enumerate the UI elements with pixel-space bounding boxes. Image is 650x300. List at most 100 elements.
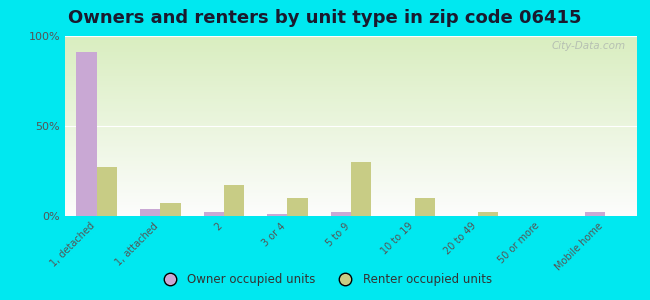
Bar bbox=[65, 165, 637, 166]
Bar bbox=[65, 175, 637, 176]
Bar bbox=[65, 140, 637, 141]
Bar bbox=[65, 147, 637, 148]
Bar bbox=[65, 88, 637, 89]
Bar bbox=[585, 212, 605, 216]
Bar bbox=[65, 212, 637, 213]
Bar bbox=[65, 99, 637, 100]
Bar bbox=[65, 124, 637, 125]
Bar bbox=[65, 42, 637, 43]
Bar bbox=[65, 157, 637, 158]
Bar bbox=[65, 83, 637, 84]
Bar bbox=[65, 106, 637, 107]
Bar bbox=[65, 146, 637, 147]
Bar bbox=[65, 189, 637, 190]
Bar bbox=[65, 120, 637, 121]
Bar bbox=[65, 87, 637, 88]
Bar bbox=[203, 212, 224, 216]
Bar bbox=[65, 215, 637, 216]
Bar bbox=[65, 41, 637, 42]
Bar bbox=[65, 183, 637, 184]
Bar bbox=[65, 181, 637, 182]
Bar bbox=[65, 197, 637, 198]
Bar bbox=[65, 178, 637, 179]
Bar bbox=[65, 177, 637, 178]
Bar bbox=[65, 104, 637, 105]
Bar bbox=[65, 195, 637, 196]
Bar bbox=[65, 129, 637, 130]
Bar bbox=[65, 136, 637, 137]
Bar bbox=[65, 91, 637, 92]
Bar bbox=[65, 122, 637, 123]
Bar bbox=[161, 203, 181, 216]
Bar bbox=[65, 100, 637, 101]
Bar bbox=[65, 95, 637, 96]
Bar bbox=[65, 61, 637, 62]
Bar bbox=[65, 123, 637, 124]
Bar bbox=[65, 105, 637, 106]
Bar bbox=[65, 170, 637, 171]
Bar bbox=[65, 168, 637, 169]
Bar bbox=[65, 92, 637, 93]
Bar bbox=[65, 209, 637, 210]
Bar bbox=[65, 163, 637, 164]
Bar bbox=[65, 149, 637, 150]
Bar bbox=[65, 68, 637, 69]
Bar bbox=[65, 101, 637, 102]
Bar bbox=[65, 133, 637, 134]
Bar bbox=[224, 185, 244, 216]
Bar bbox=[65, 173, 637, 174]
Bar bbox=[65, 98, 637, 99]
Bar bbox=[65, 155, 637, 156]
Bar bbox=[65, 125, 637, 126]
Bar bbox=[65, 117, 637, 118]
Bar bbox=[65, 148, 637, 149]
Bar bbox=[65, 166, 637, 167]
Bar bbox=[65, 144, 637, 145]
Bar bbox=[415, 198, 435, 216]
Bar bbox=[65, 102, 637, 103]
Bar bbox=[65, 46, 637, 47]
Bar bbox=[65, 38, 637, 39]
Bar bbox=[65, 111, 637, 112]
Bar bbox=[65, 113, 637, 114]
Bar bbox=[65, 79, 637, 80]
Bar bbox=[65, 202, 637, 203]
Bar bbox=[65, 58, 637, 59]
Bar bbox=[65, 169, 637, 170]
Bar bbox=[65, 37, 637, 38]
Bar bbox=[65, 110, 637, 111]
Bar bbox=[65, 65, 637, 66]
Bar bbox=[65, 77, 637, 78]
Bar bbox=[287, 198, 308, 216]
Bar bbox=[65, 152, 637, 153]
Bar bbox=[65, 60, 637, 61]
Bar bbox=[331, 212, 351, 216]
Bar bbox=[65, 159, 637, 160]
Bar bbox=[65, 150, 637, 151]
Bar bbox=[65, 131, 637, 132]
Bar bbox=[65, 167, 637, 168]
Bar bbox=[65, 116, 637, 117]
Bar bbox=[65, 50, 637, 51]
Bar bbox=[65, 54, 637, 55]
Bar bbox=[65, 51, 637, 52]
Bar bbox=[65, 96, 637, 97]
Bar bbox=[65, 130, 637, 131]
Bar bbox=[65, 164, 637, 165]
Bar bbox=[65, 45, 637, 46]
Bar bbox=[65, 85, 637, 86]
Bar bbox=[65, 141, 637, 142]
Bar bbox=[65, 74, 637, 75]
Bar bbox=[65, 201, 637, 202]
Bar bbox=[65, 184, 637, 185]
Bar bbox=[65, 153, 637, 154]
Bar bbox=[65, 186, 637, 187]
Bar bbox=[65, 47, 637, 48]
Bar bbox=[65, 187, 637, 188]
Bar bbox=[65, 93, 637, 94]
Bar bbox=[65, 69, 637, 70]
Bar bbox=[65, 138, 637, 139]
Bar bbox=[65, 82, 637, 83]
Bar bbox=[65, 205, 637, 206]
Bar bbox=[65, 43, 637, 44]
